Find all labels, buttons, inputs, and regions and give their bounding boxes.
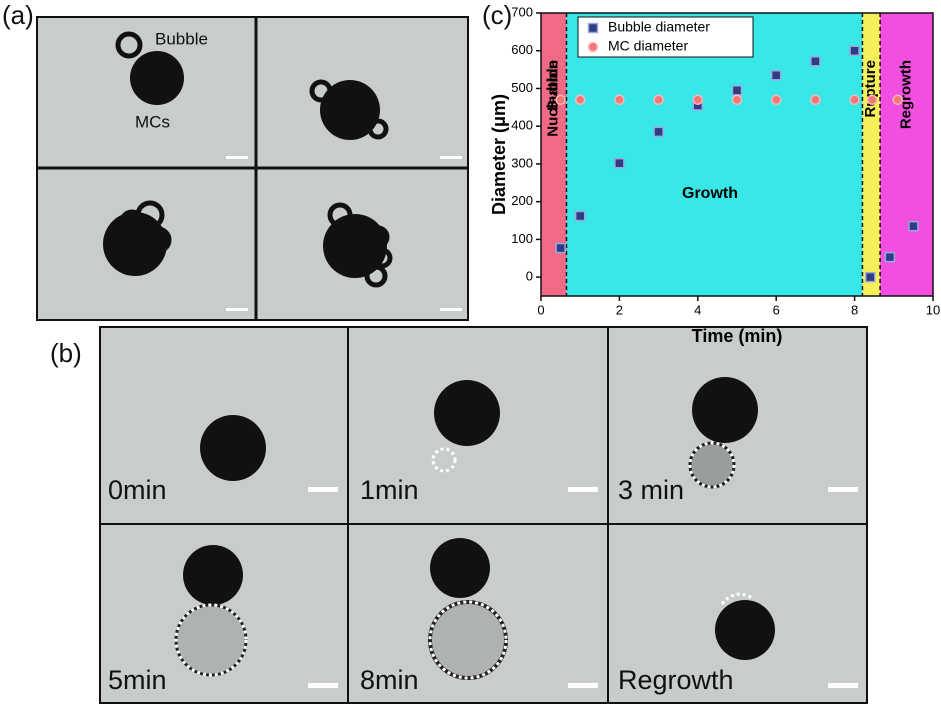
bubble: [364, 264, 388, 288]
region-label: Regrowth: [898, 60, 915, 129]
bubble-outline: [688, 441, 736, 489]
scale-bar: [828, 487, 858, 492]
bubble-outline: [174, 603, 248, 677]
bubble-outline: [720, 592, 753, 605]
point: [614, 157, 625, 169]
bubble: [119, 209, 145, 235]
point: [908, 220, 919, 232]
legend-marker: [587, 22, 599, 34]
caption: 0min: [108, 475, 167, 505]
bubble: [371, 247, 393, 269]
legend-label: Bubble diameter: [608, 19, 710, 35]
y-tick-label: 600: [511, 42, 533, 57]
legend-label: MC diameter: [608, 38, 688, 54]
bubble: [428, 600, 508, 680]
region: [862, 13, 881, 296]
point: [614, 94, 625, 106]
microcarrier: [130, 51, 184, 105]
point: [892, 94, 903, 106]
x-tick-label: 4: [694, 302, 701, 317]
scale-bar: [568, 487, 598, 492]
point: [849, 45, 860, 56]
region: [541, 13, 567, 296]
bubble-outline: [428, 600, 508, 680]
panel-label: (a): [2, 0, 34, 30]
scale-bar: [226, 308, 248, 311]
region-label: Growth: [682, 185, 738, 202]
y-tick-label: 500: [511, 80, 533, 95]
scale-bar: [828, 683, 858, 688]
bubble-outline: [431, 447, 457, 473]
legend-box: [577, 16, 754, 58]
x-tick-label: 2: [616, 302, 623, 317]
scale-bar: [308, 683, 338, 688]
y-axis-label: Diameter (μm): [489, 94, 509, 215]
x-tick-label: 10: [926, 302, 940, 317]
caption: 1min: [360, 475, 419, 505]
point: [653, 126, 664, 138]
scale-bar: [226, 156, 248, 159]
point: [770, 70, 782, 81]
scale-bar: [440, 156, 462, 159]
y-tick-label: 300: [511, 155, 533, 170]
y-tick-label: 0: [526, 269, 533, 284]
point: [653, 94, 664, 106]
point: [770, 94, 782, 106]
region-label: Nucleation: [545, 60, 562, 137]
point: [731, 94, 743, 106]
panel-a: Bubble MCs: [36, 16, 469, 321]
panel-label: (b): [50, 338, 82, 368]
y-tick-label: 700: [511, 4, 533, 19]
point: [884, 251, 896, 263]
point: [692, 94, 704, 106]
scale-bar: [308, 487, 338, 492]
region: [880, 13, 933, 296]
y-tick-label: 400: [511, 118, 533, 133]
microcarrier: [430, 538, 490, 598]
region-label: Rupture: [862, 60, 879, 118]
point: [731, 85, 743, 96]
point: [574, 210, 586, 222]
y-tick-label: 200: [511, 193, 533, 208]
point: [810, 94, 821, 106]
microcarrier: [320, 80, 380, 140]
point: [555, 94, 566, 106]
microcarrier: [200, 415, 266, 481]
caption: 5min: [108, 665, 167, 695]
caption: Regrowth: [618, 665, 734, 695]
bubble: [309, 79, 333, 103]
bubble: [367, 118, 389, 140]
bubble: [115, 31, 143, 59]
scale-bar: [568, 683, 598, 688]
x-tick-label: 0: [537, 302, 544, 317]
bubble: [144, 226, 172, 254]
microcarrier: [183, 545, 243, 605]
panel-label: (c): [482, 0, 512, 30]
x-axis-label: Time (min): [692, 326, 783, 346]
label: Bubble: [155, 29, 208, 48]
y-tick-label: 100: [511, 231, 533, 246]
microcarrier: [434, 380, 500, 446]
legend-marker: [587, 41, 599, 53]
point: [865, 271, 876, 283]
point: [810, 56, 821, 67]
microcarrier: [692, 377, 758, 443]
panel-b: 0min 1min 3 min 5min 8min Regrowth: [99, 326, 868, 704]
plot-frame: [540, 12, 934, 297]
x-tick-label: 8: [851, 302, 858, 317]
bubble: [366, 225, 390, 249]
point: [849, 94, 860, 106]
scale-bar: [440, 308, 462, 311]
caption: 3 min: [618, 475, 684, 505]
caption: 8min: [360, 665, 419, 695]
bubble: [327, 202, 353, 228]
point: [574, 94, 586, 106]
point: [866, 94, 878, 106]
x-tick-label: 6: [773, 302, 780, 317]
microcarrier: [715, 600, 775, 660]
label: MCs: [135, 112, 170, 131]
point: [555, 242, 566, 254]
